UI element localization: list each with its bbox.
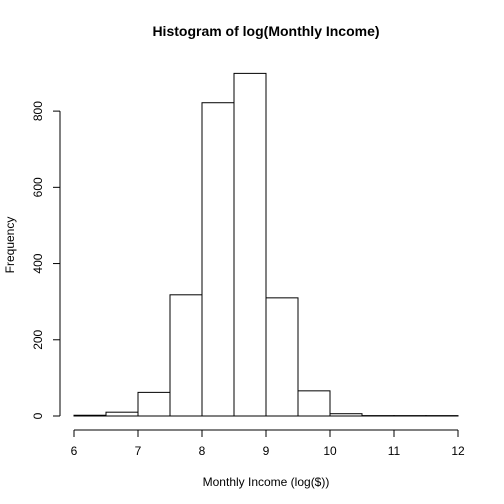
histogram-bar (329, 413, 363, 417)
x-tick-label: 8 (199, 444, 206, 458)
x-tick-label: 12 (451, 444, 465, 458)
histogram-bar (297, 390, 331, 417)
chart-title: Histogram of log(Monthly Income) (152, 23, 379, 39)
x-tick-label: 11 (388, 444, 401, 458)
histogram-bar (105, 411, 139, 417)
x-tick-label: 6 (71, 444, 78, 458)
x-tick-label: 7 (135, 444, 142, 458)
histogram-bar (137, 391, 171, 417)
y-tick-label: 800 (31, 101, 45, 121)
y-tick-label: 200 (31, 329, 45, 349)
x-axis-label: Monthly Income (log($)) (203, 475, 330, 489)
y-tick-label: 0 (31, 412, 45, 419)
histogram-bar (265, 297, 299, 417)
y-axis: 0 200 400 600 800 (31, 101, 61, 419)
x-tick-label: 9 (263, 444, 270, 458)
histogram-bar (201, 102, 235, 417)
bars-group (73, 72, 459, 417)
x-tick-label: 10 (323, 444, 337, 458)
histogram-bar (233, 72, 267, 417)
x-axis: 6 7 8 9 10 11 12 (71, 429, 465, 458)
y-axis-label: Frequency (3, 217, 17, 274)
histogram-bar (73, 414, 107, 417)
histogram-bar (169, 294, 203, 417)
y-tick-label: 600 (31, 177, 45, 197)
y-tick-label: 400 (31, 253, 45, 273)
